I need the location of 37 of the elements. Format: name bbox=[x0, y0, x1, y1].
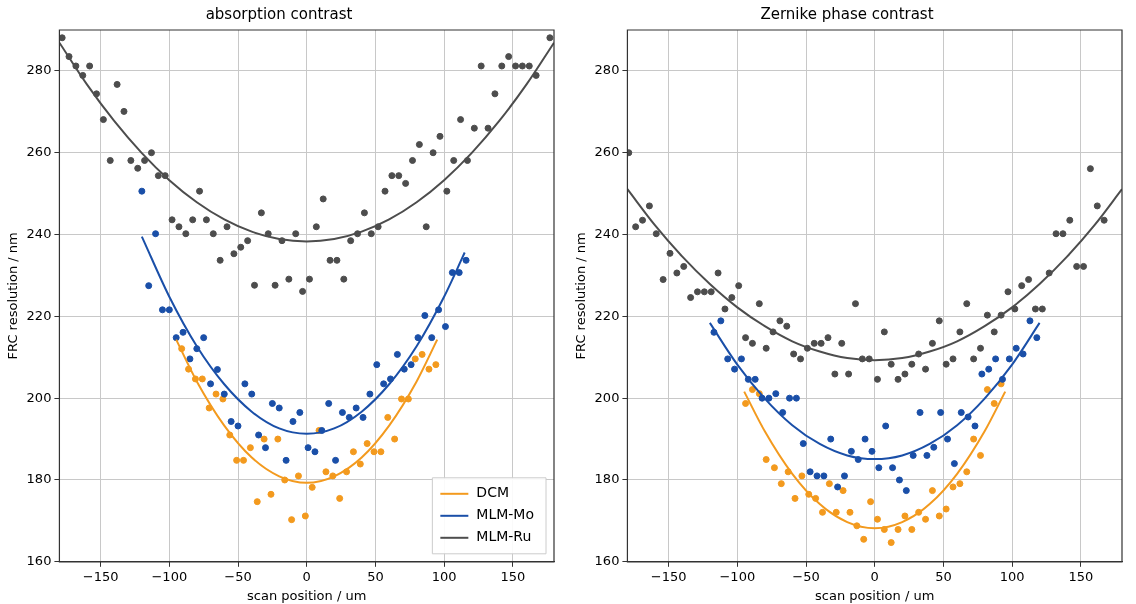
x-tick-label: −150 bbox=[650, 568, 687, 584]
y-tick-label: 240 bbox=[594, 225, 620, 241]
y-axis-title: FRC resolution / nm bbox=[5, 232, 21, 360]
x-tick-label: 50 bbox=[367, 568, 384, 584]
x-tick-label: 100 bbox=[999, 568, 1025, 584]
y-tick-label: 220 bbox=[26, 307, 52, 323]
chart-title: Zernike phase contrast bbox=[760, 4, 934, 23]
y-tick-label: 220 bbox=[594, 307, 620, 323]
y-tick-label: 160 bbox=[594, 553, 620, 569]
x-axis-title: scan position / um bbox=[247, 587, 367, 603]
y-tick-label: 200 bbox=[26, 389, 52, 405]
legend-label: MLM-Ru bbox=[476, 528, 532, 545]
y-axis-title: FRC resolution / nm bbox=[573, 232, 589, 360]
x-axis-title: scan position / um bbox=[815, 587, 935, 603]
y-tick-label: 160 bbox=[26, 553, 52, 569]
legend-label: MLM-Mo bbox=[476, 506, 534, 523]
y-tick-label: 180 bbox=[594, 471, 620, 487]
x-tick-label: −100 bbox=[151, 568, 188, 584]
x-tick-label: 0 bbox=[870, 568, 879, 584]
x-tick-label: 150 bbox=[500, 568, 526, 584]
y-tick-label: 200 bbox=[594, 389, 620, 405]
legend-label: DCM bbox=[476, 484, 509, 501]
y-tick-label: 280 bbox=[594, 62, 620, 78]
y-tick-label: 280 bbox=[26, 62, 52, 78]
y-tick-label: 180 bbox=[26, 471, 52, 487]
x-tick-label: 150 bbox=[1068, 568, 1094, 584]
y-tick-label: 260 bbox=[26, 144, 52, 160]
x-tick-label: −50 bbox=[224, 568, 252, 584]
x-tick-label: −100 bbox=[719, 568, 756, 584]
y-tick-label: 240 bbox=[26, 225, 52, 241]
x-tick-label: −50 bbox=[792, 568, 820, 584]
chart-title: absorption contrast bbox=[205, 4, 353, 23]
x-tick-label: 0 bbox=[302, 568, 311, 584]
x-tick-label: −150 bbox=[82, 568, 119, 584]
x-tick-label: 50 bbox=[935, 568, 952, 584]
y-tick-label: 260 bbox=[594, 144, 620, 160]
x-tick-label: 100 bbox=[431, 568, 457, 584]
